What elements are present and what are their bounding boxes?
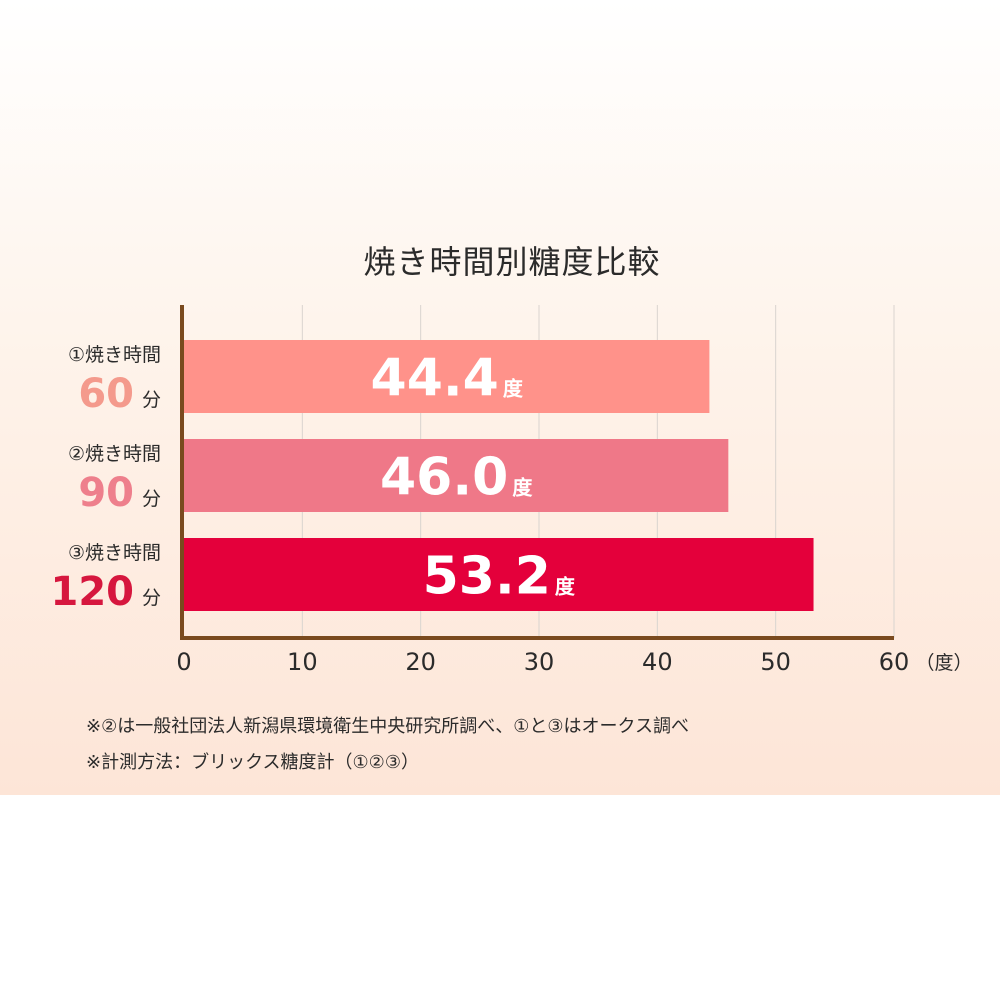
bars — [184, 340, 814, 611]
category-number-1: 60 — [78, 371, 134, 417]
category-number-2: 90 — [78, 470, 134, 516]
bar-value-2: 46.0 — [380, 448, 508, 508]
bar-value-label-1: 44.4 度 — [371, 349, 524, 409]
bar-value-unit-3: 度 — [555, 575, 576, 599]
x-unit-label: （度） — [915, 652, 972, 674]
bar-2 — [184, 439, 729, 512]
chart-title: 焼き時間別糖度比較 — [363, 243, 660, 281]
category-unit-1: 分 — [142, 389, 161, 411]
x-tick-label-30: 30 — [524, 648, 555, 676]
category-unit-2: 分 — [142, 488, 161, 510]
category-label-3: ③焼き時間 — [68, 542, 161, 564]
x-tick-label-0: 0 — [176, 648, 191, 676]
note-source: ※②は一般社団法人新潟県環境衛生中央研究所調べ、①と③はオークス調べ — [86, 716, 689, 737]
bar-value-1: 44.4 — [371, 349, 499, 409]
note-method: ※計測方法：ブリックス糖度計（①②③） — [86, 752, 419, 773]
bar-value-3: 53.2 — [423, 547, 551, 607]
chart-panel: 焼き時間別糖度比較 0 10 20 30 40 50 60 （度） 44.4 度 ①焼き時間分 60 4… — [0, 0, 1000, 795]
x-tick-label-40: 40 — [642, 648, 673, 676]
bar-chart: 焼き時間別糖度比較 0 10 20 30 40 50 60 （度）44.4 度①焼き時間分604… — [51, 243, 973, 676]
bar-value-label-2: 46.0 度 — [380, 448, 533, 508]
x-tick-label-10: 10 — [287, 648, 318, 676]
category-number-3: 120 — [51, 569, 135, 615]
x-tick-label-20: 20 — [405, 648, 436, 676]
bar-3 — [184, 538, 814, 611]
axes — [180, 305, 894, 640]
category-label-2: ②焼き時間 — [68, 443, 161, 465]
category-unit-3: 分 — [142, 587, 161, 609]
x-tick-label-50: 50 — [760, 648, 791, 676]
bar-value-unit-1: 度 — [503, 377, 524, 401]
bar-value-label-3: 53.2 度 — [423, 547, 576, 607]
bar-value-unit-2: 度 — [512, 476, 533, 500]
category-label-1: ①焼き時間 — [68, 344, 161, 366]
x-tick-label-60: 60 — [879, 648, 910, 676]
bar-1 — [184, 340, 710, 413]
